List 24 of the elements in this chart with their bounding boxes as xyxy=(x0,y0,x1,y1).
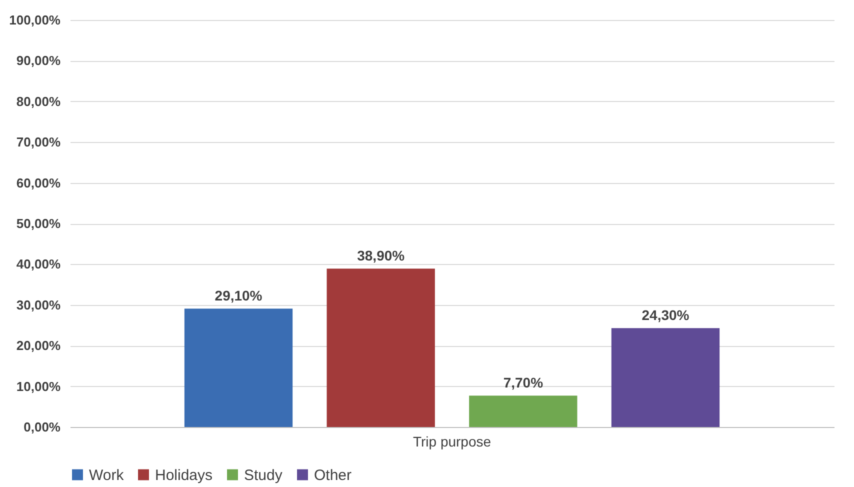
y-tick-label: 60,00% xyxy=(16,175,61,190)
bar xyxy=(184,308,293,427)
y-tick-label: 0,00% xyxy=(24,420,61,434)
y-tick-label: 50,00% xyxy=(16,216,61,231)
data-label: 29,10% xyxy=(214,288,263,304)
y-tick-label: 90,00% xyxy=(16,53,61,68)
y-tick-label: 40,00% xyxy=(16,256,61,272)
y-tick-label: 10,00% xyxy=(16,378,61,394)
legend-label: Holidays xyxy=(155,466,213,484)
y-tick-label: 100,00% xyxy=(9,12,61,28)
y-tick-label: 30,00% xyxy=(16,297,61,312)
data-label: 7,70% xyxy=(503,374,544,391)
legend-label: Study xyxy=(244,466,283,484)
data-label: 38,90% xyxy=(357,248,406,264)
bar xyxy=(469,396,578,427)
bar xyxy=(611,328,720,427)
y-tick-label: 70,00% xyxy=(16,134,61,150)
y-tick-label: 20,00% xyxy=(16,338,61,354)
bar xyxy=(326,268,435,427)
x-tick-label: Trip purpose xyxy=(412,434,492,450)
legend-label: Other xyxy=(314,466,352,484)
legend-label: Work xyxy=(89,466,124,484)
data-label: 24,30% xyxy=(642,307,690,324)
y-tick-label: 80,00% xyxy=(16,94,61,109)
